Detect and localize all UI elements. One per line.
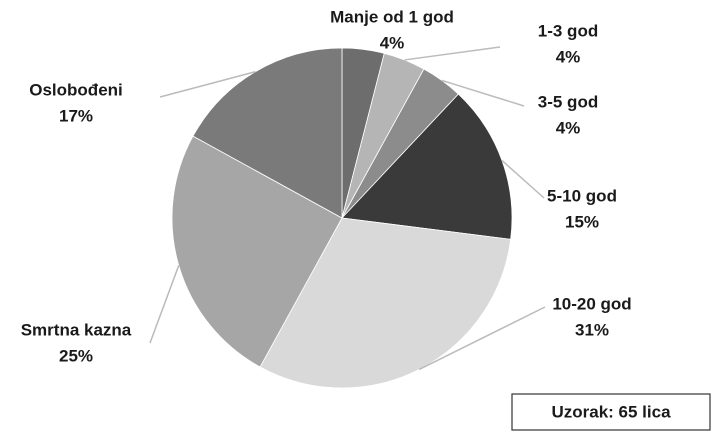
annotation: Uzorak: 65 lica <box>551 402 671 421</box>
slice-label: Oslobođeni <box>29 80 123 99</box>
leader-line <box>441 79 525 107</box>
value-label: 4% <box>556 47 581 66</box>
pie-slice <box>341 93 513 240</box>
slice-label: Manje od 1 god <box>330 7 454 26</box>
pie-slice <box>171 135 343 368</box>
value-label: 17% <box>59 106 93 125</box>
pie-slice <box>259 217 512 389</box>
annotation-box <box>511 393 711 431</box>
slice-label: 5-10 god <box>547 186 617 205</box>
value-label: 31% <box>575 320 609 339</box>
value-label: 4% <box>380 33 405 52</box>
value-label: 25% <box>59 346 93 365</box>
value-label: 4% <box>556 118 581 137</box>
slice-label: 1-3 god <box>538 21 598 40</box>
pie-slice <box>192 47 343 219</box>
slice-label: 10-20 god <box>552 294 631 313</box>
leader-line <box>404 46 501 61</box>
leader-line <box>418 306 546 371</box>
leader-line <box>149 265 180 344</box>
value-label: 15% <box>565 212 599 231</box>
slice-label: Smrtna kazna <box>21 320 132 339</box>
leader-line <box>159 70 256 98</box>
leader-line <box>501 159 545 199</box>
slice-label: 3-5 god <box>538 92 598 111</box>
